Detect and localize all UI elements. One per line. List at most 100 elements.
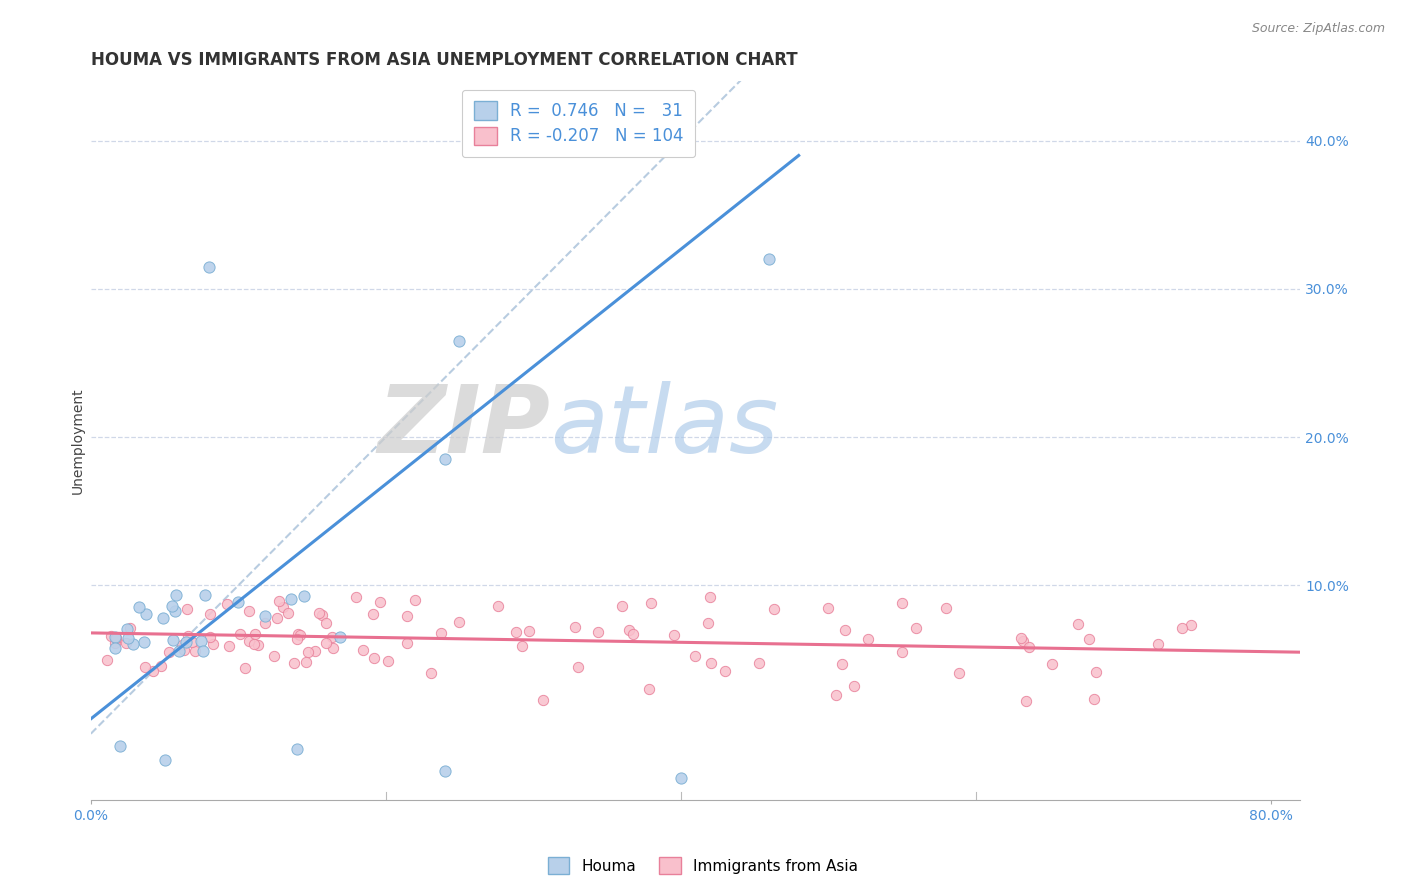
Point [254,616,277,631]
Point [890,644,912,658]
Point [315,616,337,631]
Point [567,659,589,673]
Point [449,615,471,629]
Point [322,641,344,656]
Point [505,624,527,639]
Point [948,666,970,681]
Point [233,661,256,675]
Point [304,644,326,658]
Point [564,619,586,633]
Point [117,631,139,645]
Point [238,604,260,618]
Point [669,771,692,785]
Point [486,599,509,613]
Point [104,630,127,644]
Point [176,635,198,649]
Point [198,607,221,621]
Point [292,590,315,604]
Point [1042,657,1064,672]
Point [904,621,927,635]
Point [120,621,142,635]
Point [294,655,316,669]
Point [238,633,260,648]
Point [1067,617,1090,632]
Point [1011,634,1033,648]
Point [1171,621,1194,635]
Point [640,596,662,610]
Point [377,654,399,668]
Point [104,636,127,650]
Point [758,252,780,267]
Point [173,643,195,657]
Point [1015,693,1038,707]
Point [363,650,385,665]
Point [890,596,912,610]
Point [617,623,640,637]
Point [184,644,207,658]
Point [517,624,540,639]
Point [510,639,533,653]
Point [856,632,879,646]
Point [217,598,239,612]
Text: Source: ZipAtlas.com: Source: ZipAtlas.com [1251,22,1385,36]
Point [287,627,309,641]
Point [176,602,198,616]
Point [121,637,143,651]
Point [134,660,156,674]
Point [96,653,118,667]
Point [935,600,957,615]
Point [267,594,290,608]
Point [329,630,352,644]
Text: HOUMA VS IMMIGRANTS FROM ASIA UNEMPLOYMENT CORRELATION CHART: HOUMA VS IMMIGRANTS FROM ASIA UNEMPLOYME… [91,51,797,69]
Point [100,629,122,643]
Point [586,625,609,640]
Point [181,635,204,649]
Point [297,645,319,659]
Point [200,630,222,644]
Point [271,600,294,615]
Point [817,600,839,615]
Point [197,260,219,274]
Point [834,623,856,637]
Point [162,633,184,648]
Point [429,625,451,640]
Point [1077,632,1099,646]
Point [344,591,367,605]
Point [531,693,554,707]
Point [404,593,426,607]
Point [844,679,866,693]
Point [685,648,707,663]
Point [150,659,173,673]
Point [242,637,264,651]
Point [283,657,305,671]
Point [160,599,183,613]
Point [110,739,132,753]
Point [152,611,174,625]
Point [105,631,128,645]
Point [368,595,391,609]
Point [142,664,165,678]
Point [1018,640,1040,655]
Point [1146,637,1168,651]
Point [165,588,187,602]
Point [352,643,374,657]
Point [699,591,721,605]
Point [285,741,308,756]
Point [1010,631,1032,645]
Point [288,628,311,642]
Point [218,639,240,653]
Text: ZIP: ZIP [377,381,550,473]
Legend: Houma, Immigrants from Asia: Houma, Immigrants from Asia [541,851,865,880]
Point [253,609,276,624]
Text: atlas: atlas [550,381,779,472]
Point [246,638,269,652]
Point [280,591,302,606]
Point [1083,692,1105,706]
Point [321,630,343,644]
Point [245,627,267,641]
Point [191,644,214,658]
Point [638,681,661,696]
Point [396,608,419,623]
Point [266,611,288,625]
Point [228,595,250,609]
